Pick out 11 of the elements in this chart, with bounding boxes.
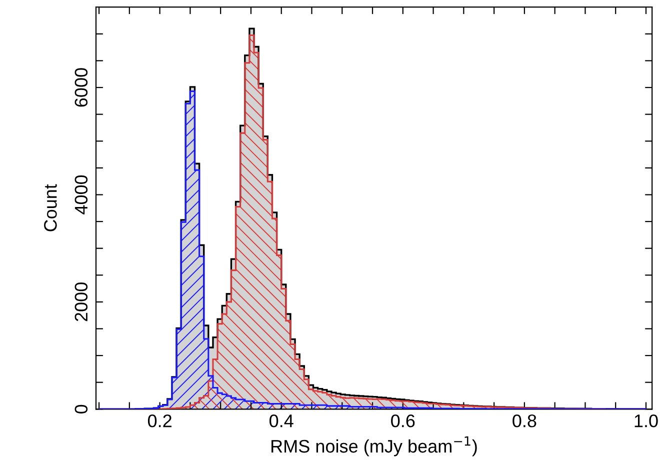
y-tick-label: 2000 — [74, 282, 88, 322]
x-tick-label: 0.6 — [391, 414, 415, 428]
x-tick-label: 0.4 — [270, 414, 294, 428]
x-tick-label: 1.0 — [634, 414, 658, 428]
x-tick-label: 0.8 — [512, 414, 536, 428]
y-axis-title: Count — [44, 184, 57, 232]
y-tick-label: 6000 — [74, 68, 88, 107]
y-tick-label: 4000 — [74, 175, 88, 214]
x-tick-label: 0.2 — [148, 414, 172, 428]
x-axis-title: RMS noise (mJy beam$^{−1}$) — [272, 436, 477, 456]
y-tick-label: 0 — [74, 404, 88, 414]
